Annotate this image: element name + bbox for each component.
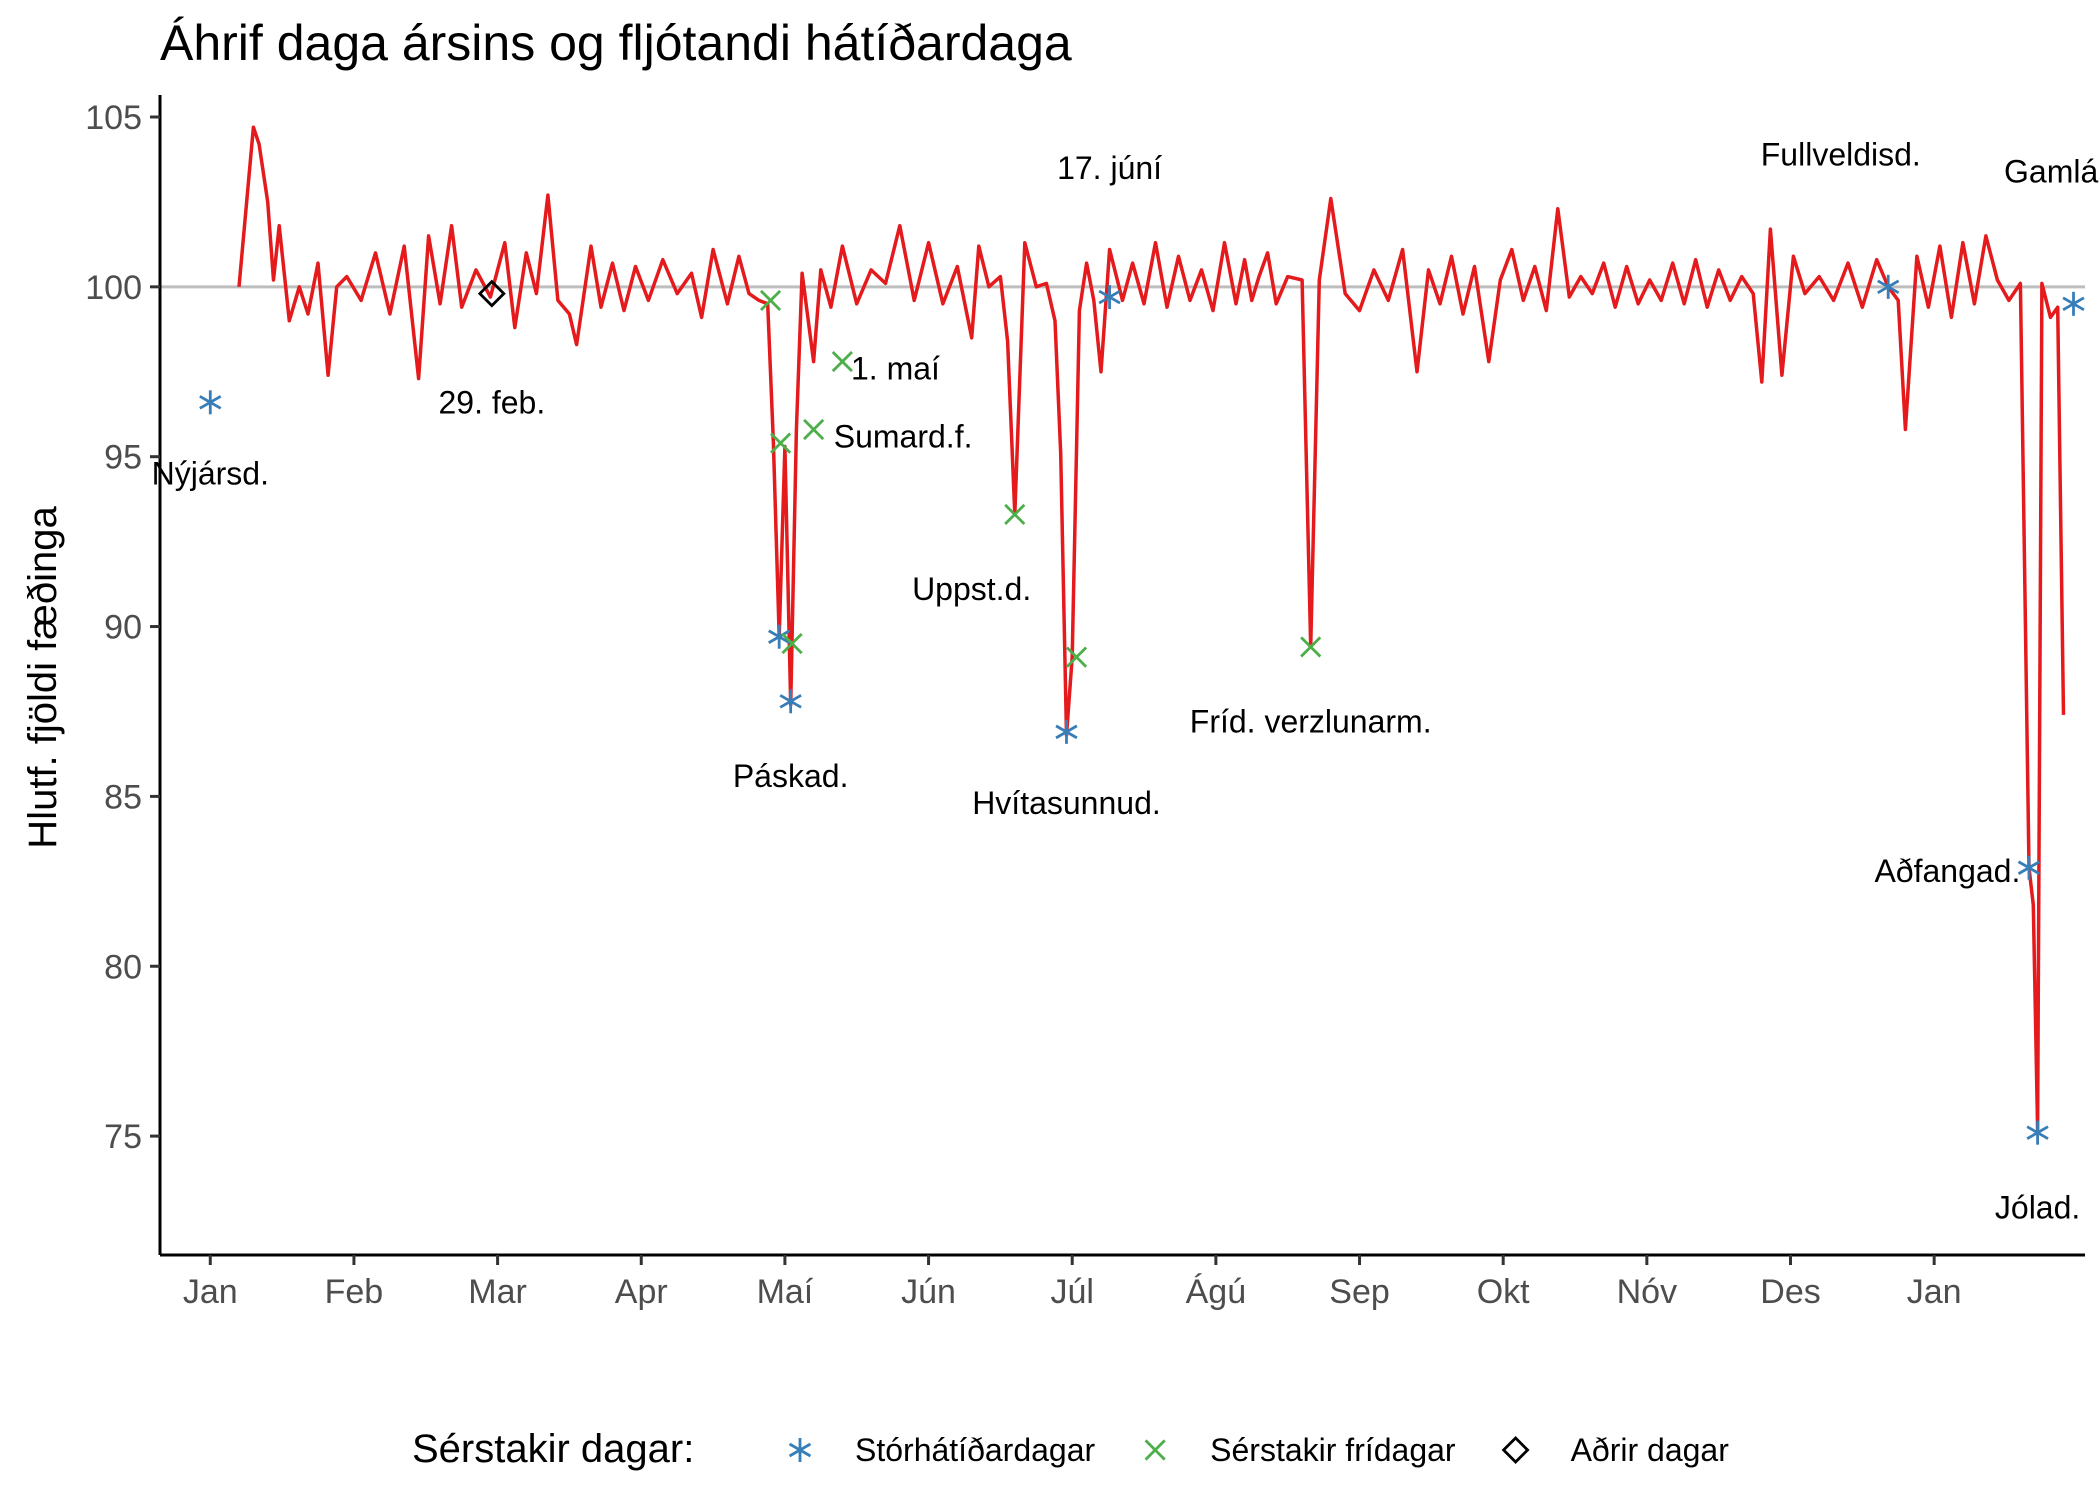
legend-label: Stórhátíðardagar [855,1432,1096,1468]
legend-title: Sérstakir dagar: [412,1427,694,1471]
data-point-asterisk [2017,855,2041,880]
annotation-label: Hvítasunnud. [972,785,1161,821]
legend-key-asterisk [788,1438,812,1462]
marker-stroke [788,1442,812,1458]
x-tick-label: Nóv [1617,1273,1677,1311]
annotation-label: Páskad. [733,758,849,794]
x-tick-label: Mar [468,1273,527,1311]
annotation-label: 1. maí [851,350,940,386]
x-tick-label: Maí [757,1273,814,1311]
legend-key-cross [1144,1439,1166,1461]
y-axis-title: Hlutf. fjöldi fæðinga [21,506,65,849]
annotation-label: 17. júní [1057,150,1162,186]
legend-label: Sérstakir frídagar [1210,1432,1456,1468]
marker-stroke [1098,289,1121,305]
marker-stroke [779,694,802,709]
data-point-asterisk [2026,1120,2049,1145]
annotation-label: Uppst.d. [912,571,1031,607]
marker-stroke [1300,636,1322,658]
annotation-label: Fullveldisd. [1761,136,1921,172]
data-point-cross [781,632,803,655]
data-point-asterisk [2062,291,2085,316]
data-point-asterisk [1877,274,1900,299]
x-tick-label: Apr [615,1273,668,1311]
data-point-asterisk [768,624,791,649]
x-tick-label: Feb [325,1273,384,1311]
data-point-asterisk [779,689,802,714]
annotation-label: Aðfangad. [1874,853,2020,889]
marker-stroke [759,289,782,312]
data-point-cross [1300,636,1322,658]
y-tick-label: 90 [104,609,142,647]
y-tick-label: 105 [85,99,142,137]
marker-stroke [199,395,222,410]
data-point-cross [770,432,792,454]
x-tick-label: Sep [1329,1273,1390,1311]
data-point-cross [803,418,825,441]
annotation-label: Nýjársd. [152,456,269,492]
marker-stroke [2017,860,2041,875]
x-tick-label: Okt [1477,1273,1530,1311]
data-point-asterisk [1098,285,1121,310]
y-tick-label: 85 [104,778,142,816]
x-tick-label: Júl [1050,1273,1093,1311]
marker-stroke [1877,279,1900,295]
x-tick-label: Ágú [1186,1273,1247,1311]
x-tick-label: Jan [183,1273,238,1311]
marker-stroke [1004,503,1026,526]
legend-label: Aðrir dagar [1571,1432,1730,1468]
marker-stroke [2026,1125,2049,1140]
marker-stroke [831,350,853,373]
annotation-label: Gamlársd. [2004,153,2100,189]
marker-stroke [781,632,803,655]
marker-stroke [1065,646,1088,668]
data-point-cross [759,289,782,312]
annotation-label: Fríd. verzlunarm. [1190,704,1432,740]
marker-stroke [770,432,792,454]
data-point-cross [1065,646,1088,668]
legend: Sérstakir dagar: Stórhátíðardagar Sérstak… [412,1427,1729,1471]
data-point-cross [831,350,853,373]
annotation-label: Sumard.f. [834,418,973,454]
marker-stroke [803,418,825,441]
y-tick-label: 95 [104,439,142,477]
y-tick-label: 100 [85,269,142,307]
annotation-label: 29. feb. [438,384,545,420]
annotation-label: Jólad. [1995,1189,2080,1225]
marker-stroke [1501,1436,1530,1464]
chart-title: Áhrif daga ársins og fljótandi hátíðarda… [160,15,1072,71]
marker-stroke [1055,724,1078,740]
marker-stroke [477,279,506,308]
plot-area: 75 80 85 90 95 100 105 Jan Feb Mar Apr Maí Jún Júl Ágú… [85,95,2100,1311]
x-tick-label: Des [1760,1273,1820,1311]
x-tick-label: Jún [901,1273,956,1311]
data-point-asterisk [1055,719,1078,744]
marker-stroke [2062,296,2085,312]
data-point-diamond [477,279,506,308]
y-tick-label: 80 [104,948,142,986]
legend-key-diamond [1501,1436,1530,1464]
marker-stroke [768,629,791,644]
data-point-asterisk [199,390,222,415]
data-point-cross [1004,503,1026,526]
x-tick-label: Jan [1907,1273,1962,1311]
marker-stroke [1144,1439,1166,1461]
y-tick-label: 75 [104,1118,142,1156]
series-line [237,125,2066,1132]
